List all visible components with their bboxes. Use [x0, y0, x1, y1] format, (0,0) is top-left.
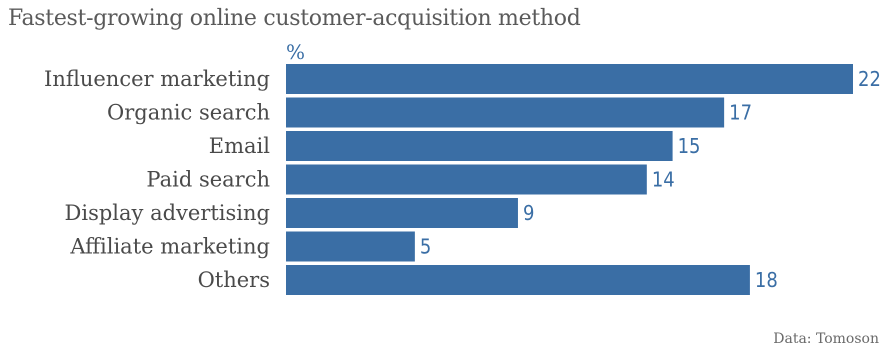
unit-label: %: [286, 40, 306, 64]
bar: [286, 198, 518, 228]
category-label: Display advertising: [65, 201, 270, 225]
value-label: 9: [523, 201, 534, 225]
value-label: 5: [420, 235, 431, 259]
value-label: 22: [858, 67, 881, 91]
category-label: Others: [198, 268, 270, 292]
category-label: Organic search: [107, 101, 270, 125]
bar: [286, 64, 853, 94]
category-label: Email: [209, 134, 270, 158]
bar: [286, 131, 673, 161]
bar: [286, 265, 750, 295]
bar: [286, 97, 725, 128]
category-label: Influencer marketing: [44, 67, 270, 91]
value-label: 17: [729, 101, 752, 125]
source-note: Data: Tomoson: [773, 331, 879, 347]
value-label: 15: [678, 134, 701, 158]
category-label: Affiliate marketing: [69, 235, 270, 259]
chart-title: Fastest-growing online customer-acquisit…: [8, 6, 581, 31]
bar: [286, 231, 415, 262]
value-label: 18: [755, 268, 778, 292]
category-label: Paid search: [146, 168, 270, 192]
bar: [286, 164, 647, 195]
value-label: 14: [652, 168, 675, 192]
